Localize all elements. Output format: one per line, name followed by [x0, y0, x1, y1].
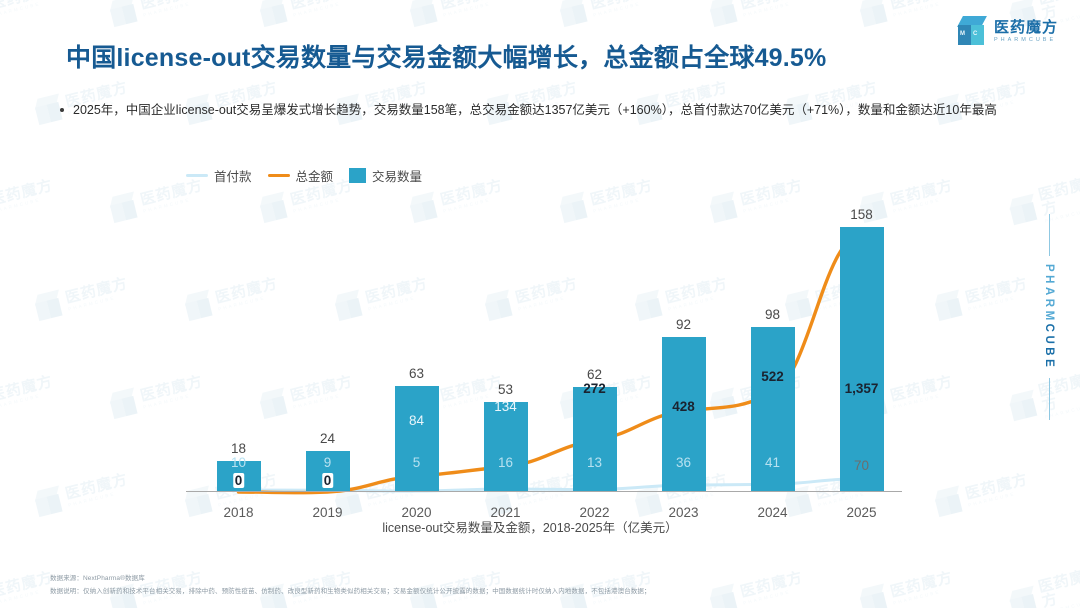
side-brand-cube: CUBE [1043, 323, 1055, 371]
bar-value-label: 24 [319, 430, 336, 446]
footer-source: 数据来源：NextPharma®数据库 [50, 575, 145, 583]
downpayment-label: 16 [497, 455, 514, 470]
legend-label: 首付款 [214, 170, 252, 184]
side-brand: PHARMCUBE [1032, 214, 1066, 421]
bar-2020[interactable] [394, 385, 439, 491]
logo-name-cn: 医药魔方 [993, 19, 1058, 37]
cube-left-letter: M [959, 31, 965, 37]
bar-2025[interactable] [839, 227, 884, 491]
downpayment-label: 70 [853, 457, 870, 473]
cube-icon: M C [957, 16, 987, 48]
x-tick-label: 2022 [579, 505, 610, 520]
x-tick-label: 2021 [490, 505, 521, 520]
footer-note: 数据说明：仅纳入创新药和技术平台相关交易，排除中药、预防性疫苗、仿制药、改良型新… [50, 587, 651, 595]
bar-value-label: 92 [675, 317, 692, 333]
cube-right-letter: C [972, 31, 978, 37]
chart-region: 首付款 总金额 交易数量 18 2018 24 2019 63 2020 53 2021 62 202… [150, 150, 910, 540]
x-tick-label: 2020 [401, 505, 432, 520]
line-series-layer [236, 233, 864, 495]
downpayment-label: 41 [764, 455, 781, 470]
legend-swatch-icon [267, 174, 290, 177]
bar-value-label: 98 [764, 307, 781, 323]
summary-text: 2025年，中国企业license-out交易呈爆发式增长趋势，交易数量158笔… [73, 103, 997, 117]
footer-notes: 数据来源：NextPharma®数据库 数据说明：仅纳入创新药和技术平台相关交易… [50, 573, 651, 598]
bullet-dot-icon [60, 108, 64, 112]
side-rule-bottom [1048, 378, 1050, 421]
x-tick-label: 2025 [846, 505, 877, 520]
bar-value-label: 63 [408, 365, 425, 381]
downpayment-label: 10 [230, 455, 247, 470]
total-amount-label: 134 [494, 399, 517, 414]
chart-legend: 首付款 总金额 交易数量 [186, 166, 422, 185]
brand-logo: M C 医药魔方 PHARMCUBE [957, 16, 1058, 48]
legend-swatch-icon [349, 168, 367, 183]
total-amount-label: 0 [232, 473, 245, 488]
legend-swatch-icon [186, 174, 208, 177]
downpayment-label: 36 [675, 455, 692, 470]
total-amount-label: 428 [672, 399, 695, 414]
total-amount-label: 1,357 [844, 381, 879, 396]
side-brand-pharm: PHARM [1043, 264, 1055, 324]
side-brand-text: PHARMCUBE [1043, 264, 1055, 370]
bar-2024[interactable] [750, 327, 795, 491]
total-amount-label: 272 [583, 381, 606, 396]
legend-label: 总金额 [295, 170, 334, 184]
downpayment-label: 5 [412, 455, 421, 470]
total-amount-label: 0 [321, 473, 334, 488]
logo-name-en: PHARMCUBE [993, 37, 1057, 44]
page-title: 中国license-out交易数量与交易金额大幅增长，总金额占全球49.5% [66, 44, 827, 72]
plot-area: 18 2018 24 2019 63 2020 53 2021 62 2022 92 2023 98 20… [186, 207, 910, 520]
bar-value-label: 158 [850, 207, 873, 223]
x-axis-line [186, 491, 902, 492]
bar-value-label: 62 [586, 367, 603, 383]
side-rule-top [1048, 214, 1050, 256]
x-tick-label: 2023 [668, 505, 699, 520]
bar-value-label: 18 [230, 440, 247, 456]
downpayment-label: 9 [323, 455, 332, 470]
x-tick-label: 2018 [223, 505, 254, 520]
summary-bullet: 2025年，中国企业license-out交易呈爆发式增长趋势，交易数量158笔… [60, 100, 1000, 121]
legend-item-2[interactable]: 交易数量 [349, 166, 422, 185]
bar-2023[interactable] [661, 337, 706, 491]
bar-value-label: 53 [497, 382, 514, 398]
downpayment-label: 13 [586, 455, 603, 470]
legend-item-1[interactable]: 总金额 [267, 166, 334, 185]
legend-label: 交易数量 [372, 170, 423, 184]
total-amount-label: 84 [408, 413, 425, 428]
bar-2021[interactable] [483, 402, 528, 491]
legend-item-0[interactable]: 首付款 [186, 166, 252, 185]
x-tick-label: 2019 [312, 505, 343, 520]
chart-caption: license-out交易数量及金额，2018-2025年（亿美元） [382, 521, 678, 535]
total-amount-label: 522 [761, 369, 784, 384]
bar-2022[interactable] [572, 387, 617, 491]
x-tick-label: 2024 [757, 505, 788, 520]
